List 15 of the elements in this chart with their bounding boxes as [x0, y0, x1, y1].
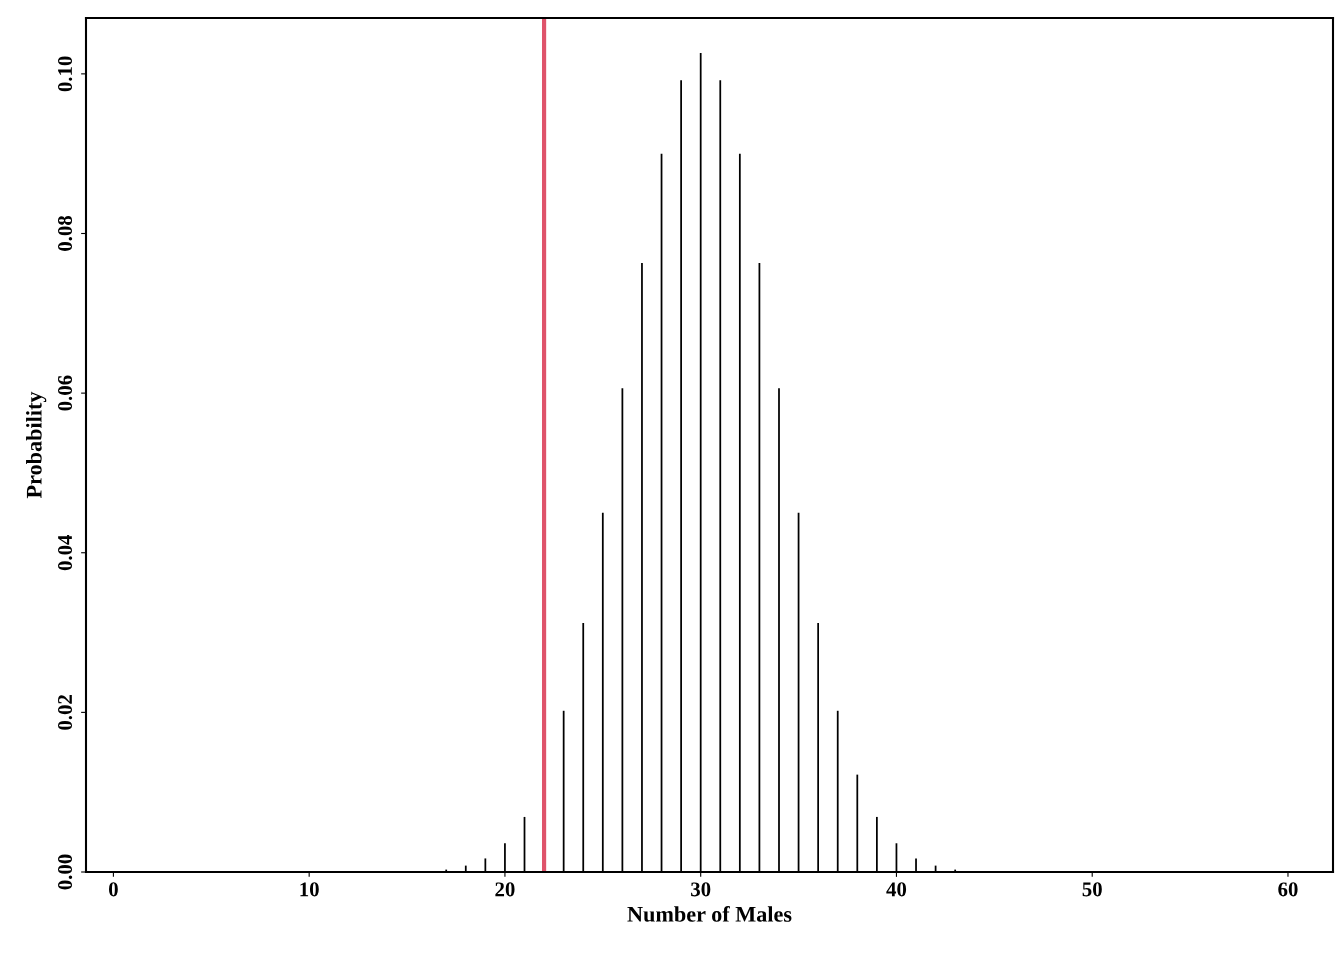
x-tick-label: 30	[691, 882, 711, 897]
x-tick-label: 0	[108, 882, 118, 897]
y-tick-label: 0.00	[57, 854, 73, 890]
y-tick-label: 0.10	[57, 56, 73, 92]
y-axis-title: Probability	[26, 391, 47, 499]
y-tick-label: 0.02	[57, 695, 73, 730]
x-tick-label: 50	[1082, 882, 1102, 897]
y-tick-label: 0.04	[57, 534, 73, 571]
x-tick-label: 10	[300, 882, 319, 897]
x-tick-label: 20	[495, 882, 515, 897]
x-tick-label: 60	[1278, 882, 1298, 897]
y-tick-label: 0.06	[57, 375, 73, 411]
x-tick-label: 40	[886, 882, 907, 897]
x-axis-title: Number of Males	[627, 905, 792, 922]
y-tick-label: 0.08	[57, 215, 73, 251]
